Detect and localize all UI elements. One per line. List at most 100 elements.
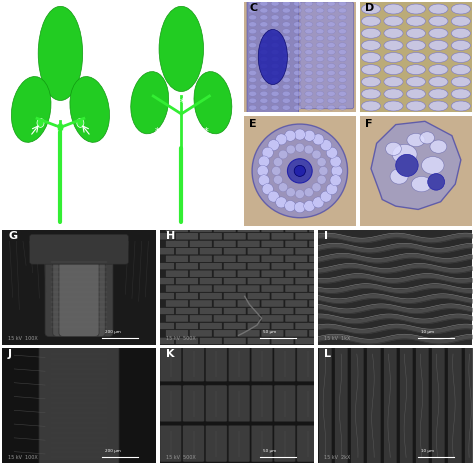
FancyBboxPatch shape: [223, 278, 246, 285]
Ellipse shape: [294, 129, 305, 140]
Ellipse shape: [384, 16, 403, 26]
FancyBboxPatch shape: [223, 263, 246, 270]
FancyBboxPatch shape: [251, 345, 273, 382]
Ellipse shape: [316, 8, 324, 13]
Ellipse shape: [268, 140, 279, 151]
Ellipse shape: [305, 29, 313, 34]
Text: *: *: [180, 98, 185, 108]
Ellipse shape: [284, 130, 296, 141]
Ellipse shape: [429, 65, 448, 74]
FancyBboxPatch shape: [152, 232, 174, 240]
FancyBboxPatch shape: [228, 385, 250, 422]
Ellipse shape: [283, 36, 290, 41]
FancyBboxPatch shape: [309, 285, 332, 292]
Ellipse shape: [384, 101, 403, 111]
FancyBboxPatch shape: [295, 322, 318, 330]
Text: 10 µm: 10 µm: [421, 330, 434, 334]
Ellipse shape: [283, 1, 290, 6]
FancyBboxPatch shape: [295, 263, 318, 270]
Ellipse shape: [283, 29, 290, 34]
Ellipse shape: [305, 43, 313, 47]
Ellipse shape: [305, 91, 313, 96]
Ellipse shape: [271, 98, 279, 103]
Ellipse shape: [271, 1, 279, 6]
FancyBboxPatch shape: [213, 285, 236, 292]
Ellipse shape: [429, 40, 448, 50]
Ellipse shape: [317, 175, 326, 184]
FancyBboxPatch shape: [200, 322, 222, 330]
Ellipse shape: [262, 147, 273, 158]
Ellipse shape: [316, 43, 324, 47]
FancyBboxPatch shape: [285, 285, 308, 292]
Ellipse shape: [406, 40, 426, 50]
Ellipse shape: [362, 101, 381, 111]
Ellipse shape: [260, 15, 268, 20]
FancyBboxPatch shape: [261, 255, 284, 262]
FancyBboxPatch shape: [251, 425, 273, 462]
FancyBboxPatch shape: [309, 315, 332, 322]
Ellipse shape: [283, 8, 290, 13]
Ellipse shape: [316, 91, 324, 96]
Ellipse shape: [362, 77, 381, 86]
Ellipse shape: [305, 98, 313, 103]
Ellipse shape: [283, 22, 290, 27]
FancyBboxPatch shape: [189, 330, 212, 337]
Ellipse shape: [295, 190, 304, 199]
FancyBboxPatch shape: [271, 322, 294, 330]
Ellipse shape: [305, 71, 313, 75]
Ellipse shape: [293, 105, 301, 110]
FancyBboxPatch shape: [285, 225, 308, 232]
FancyBboxPatch shape: [200, 263, 222, 270]
Ellipse shape: [421, 157, 444, 174]
Ellipse shape: [411, 176, 432, 192]
Ellipse shape: [312, 150, 321, 159]
Ellipse shape: [328, 1, 335, 6]
Ellipse shape: [316, 77, 324, 82]
FancyBboxPatch shape: [223, 337, 246, 345]
Ellipse shape: [328, 36, 335, 41]
Ellipse shape: [293, 98, 301, 103]
Ellipse shape: [260, 1, 268, 6]
Ellipse shape: [362, 28, 381, 38]
Ellipse shape: [305, 50, 313, 54]
Ellipse shape: [406, 16, 426, 26]
FancyBboxPatch shape: [297, 425, 319, 462]
Ellipse shape: [305, 105, 313, 110]
Ellipse shape: [271, 29, 279, 34]
Ellipse shape: [406, 77, 426, 86]
Ellipse shape: [429, 101, 448, 111]
Ellipse shape: [260, 50, 268, 54]
Ellipse shape: [451, 77, 470, 86]
Ellipse shape: [316, 57, 324, 61]
Ellipse shape: [249, 98, 256, 103]
FancyBboxPatch shape: [189, 300, 212, 307]
Ellipse shape: [451, 53, 470, 62]
Ellipse shape: [294, 202, 305, 213]
Ellipse shape: [260, 105, 268, 110]
FancyBboxPatch shape: [247, 248, 270, 255]
Ellipse shape: [386, 142, 401, 155]
Ellipse shape: [283, 91, 290, 96]
Ellipse shape: [305, 15, 313, 20]
FancyBboxPatch shape: [213, 300, 236, 307]
FancyBboxPatch shape: [152, 322, 174, 330]
Ellipse shape: [305, 22, 313, 27]
Ellipse shape: [406, 89, 426, 99]
FancyBboxPatch shape: [206, 385, 227, 422]
FancyBboxPatch shape: [271, 278, 294, 285]
FancyBboxPatch shape: [213, 255, 236, 262]
FancyBboxPatch shape: [251, 385, 273, 422]
Ellipse shape: [271, 8, 279, 13]
Ellipse shape: [338, 84, 346, 89]
Ellipse shape: [283, 64, 290, 68]
Ellipse shape: [276, 134, 287, 145]
Ellipse shape: [316, 64, 324, 68]
Ellipse shape: [429, 53, 448, 62]
FancyBboxPatch shape: [45, 255, 113, 337]
FancyBboxPatch shape: [165, 285, 188, 292]
Ellipse shape: [293, 84, 301, 89]
Ellipse shape: [283, 105, 290, 110]
Ellipse shape: [293, 57, 301, 61]
Ellipse shape: [293, 15, 301, 20]
FancyBboxPatch shape: [165, 240, 188, 247]
